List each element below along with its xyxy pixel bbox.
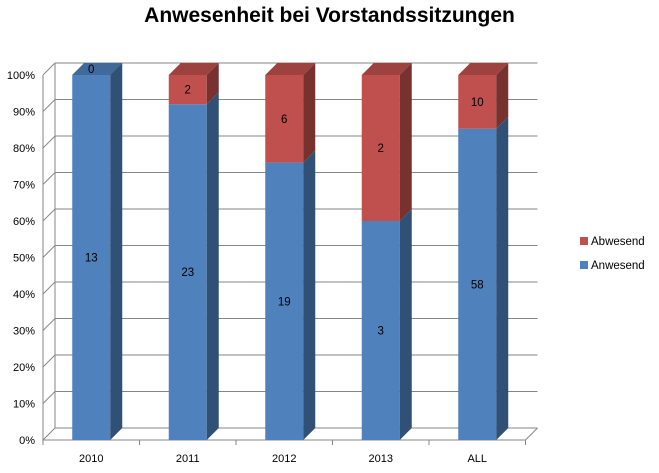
chart-title: Anwesenheit bei Vorstandssitzungen (144, 4, 515, 27)
bar-side-abwesend (303, 63, 316, 163)
bars (72, 63, 509, 441)
gridline-side (42, 135, 56, 149)
y-tick-label: 60% (13, 216, 35, 228)
y-tick-label: 90% (13, 107, 35, 119)
y-tick-label: 40% (13, 289, 35, 301)
data-label: 0 (88, 64, 94, 76)
gridline-side (42, 354, 56, 368)
gridline-side (42, 99, 56, 112)
legend-swatch-abwesend (580, 237, 588, 245)
bar-side-anwesend (110, 63, 123, 440)
y-tick-label: 80% (13, 143, 35, 155)
bar-side-anwesend (399, 209, 412, 440)
data-label: 6 (281, 114, 287, 126)
y-tick-label: 30% (13, 326, 35, 338)
gridline-side (42, 391, 56, 404)
data-label: 3 (378, 326, 384, 338)
gridline-side (42, 172, 56, 185)
legend: Abwesend Anwesend (580, 236, 645, 272)
y-tick-label: 50% (13, 253, 35, 265)
x-tick-label: 2013 (369, 453, 393, 465)
bar-side-anwesend (206, 92, 219, 440)
bar-top (361, 63, 412, 75)
data-label: 58 (471, 279, 484, 291)
gridline-side (42, 427, 56, 441)
bar-front-anwesend (168, 104, 207, 440)
gridline-side (42, 245, 56, 258)
bar-side-abwesend (206, 63, 219, 105)
data-label: 23 (181, 267, 194, 279)
bar-top (72, 63, 123, 75)
floor-right-edge (525, 427, 538, 441)
legend-swatch-anwesend (580, 261, 588, 269)
bar-front-anwesend (72, 75, 111, 440)
x-tick-label: 2012 (272, 453, 296, 465)
x-tick-label: 2010 (79, 453, 103, 465)
y-tick-label: 100% (7, 70, 35, 82)
y-tick-label: 20% (13, 362, 35, 374)
gridline-side (42, 62, 56, 76)
data-label: 2 (378, 143, 384, 155)
data-label: 13 (85, 253, 98, 265)
bar-front-anwesend (458, 128, 497, 441)
tick-labels: 0% 10% 20% 30% 40% 50% 60% 70% 80% 90% 100% 2010 201… (7, 70, 487, 465)
bar-side-abwesend (399, 63, 412, 221)
legend-label-anwesend: Anwesend (591, 260, 645, 272)
bar-side-anwesend (303, 150, 316, 440)
bar-top (458, 63, 509, 75)
bar-front-abwesend (361, 75, 400, 221)
bar-front-abwesend (265, 75, 304, 163)
bar-front-anwesend (361, 221, 400, 440)
legend-label-abwesend: Abwesend (591, 236, 645, 248)
data-label: 19 (278, 296, 291, 308)
y-tick-label: 70% (13, 180, 35, 192)
bar-top (168, 63, 219, 75)
bar-front-abwesend (168, 75, 207, 105)
bar-front-abwesend (458, 75, 497, 129)
gridline-side (42, 208, 56, 222)
gridline-side (42, 281, 56, 295)
x-tick-label: 2011 (176, 453, 200, 465)
data-label: 10 (471, 97, 484, 109)
bar-side-abwesend (496, 63, 509, 129)
x-tick-label: ALL (467, 453, 487, 465)
bar-front-anwesend (265, 162, 304, 440)
y-tick-label: 0% (19, 435, 35, 447)
bar-top (265, 63, 316, 75)
y-tick-label: 10% (13, 399, 35, 411)
bar-side-anwesend (496, 116, 509, 441)
data-label: 2 (185, 85, 191, 97)
gridline-side (42, 318, 56, 331)
